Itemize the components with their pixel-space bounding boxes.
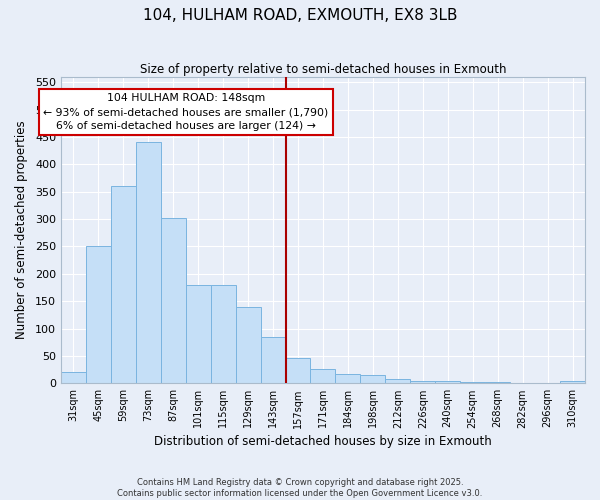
Text: 104, HULHAM ROAD, EXMOUTH, EX8 3LB: 104, HULHAM ROAD, EXMOUTH, EX8 3LB — [143, 8, 457, 22]
Bar — [410, 380, 435, 384]
Bar — [510, 383, 535, 384]
Bar — [236, 306, 260, 384]
Bar — [136, 142, 161, 384]
Bar — [335, 374, 361, 384]
Bar — [435, 380, 460, 384]
Text: 104 HULHAM ROAD: 148sqm
← 93% of semi-detached houses are smaller (1,790)
6% of : 104 HULHAM ROAD: 148sqm ← 93% of semi-de… — [43, 93, 328, 131]
Bar — [385, 379, 410, 384]
Text: Contains HM Land Registry data © Crown copyright and database right 2025.
Contai: Contains HM Land Registry data © Crown c… — [118, 478, 482, 498]
X-axis label: Distribution of semi-detached houses by size in Exmouth: Distribution of semi-detached houses by … — [154, 434, 492, 448]
Bar — [186, 285, 211, 384]
Bar — [560, 380, 585, 384]
Bar — [361, 375, 385, 384]
Bar — [286, 358, 310, 384]
Bar — [86, 246, 111, 384]
Bar — [485, 382, 510, 384]
Bar — [535, 383, 560, 384]
Bar — [111, 186, 136, 384]
Y-axis label: Number of semi-detached properties: Number of semi-detached properties — [15, 120, 28, 340]
Bar — [211, 285, 236, 384]
Bar — [310, 369, 335, 384]
Bar — [161, 218, 186, 384]
Bar — [460, 382, 485, 384]
Title: Size of property relative to semi-detached houses in Exmouth: Size of property relative to semi-detach… — [140, 62, 506, 76]
Bar — [61, 372, 86, 384]
Bar — [260, 337, 286, 384]
